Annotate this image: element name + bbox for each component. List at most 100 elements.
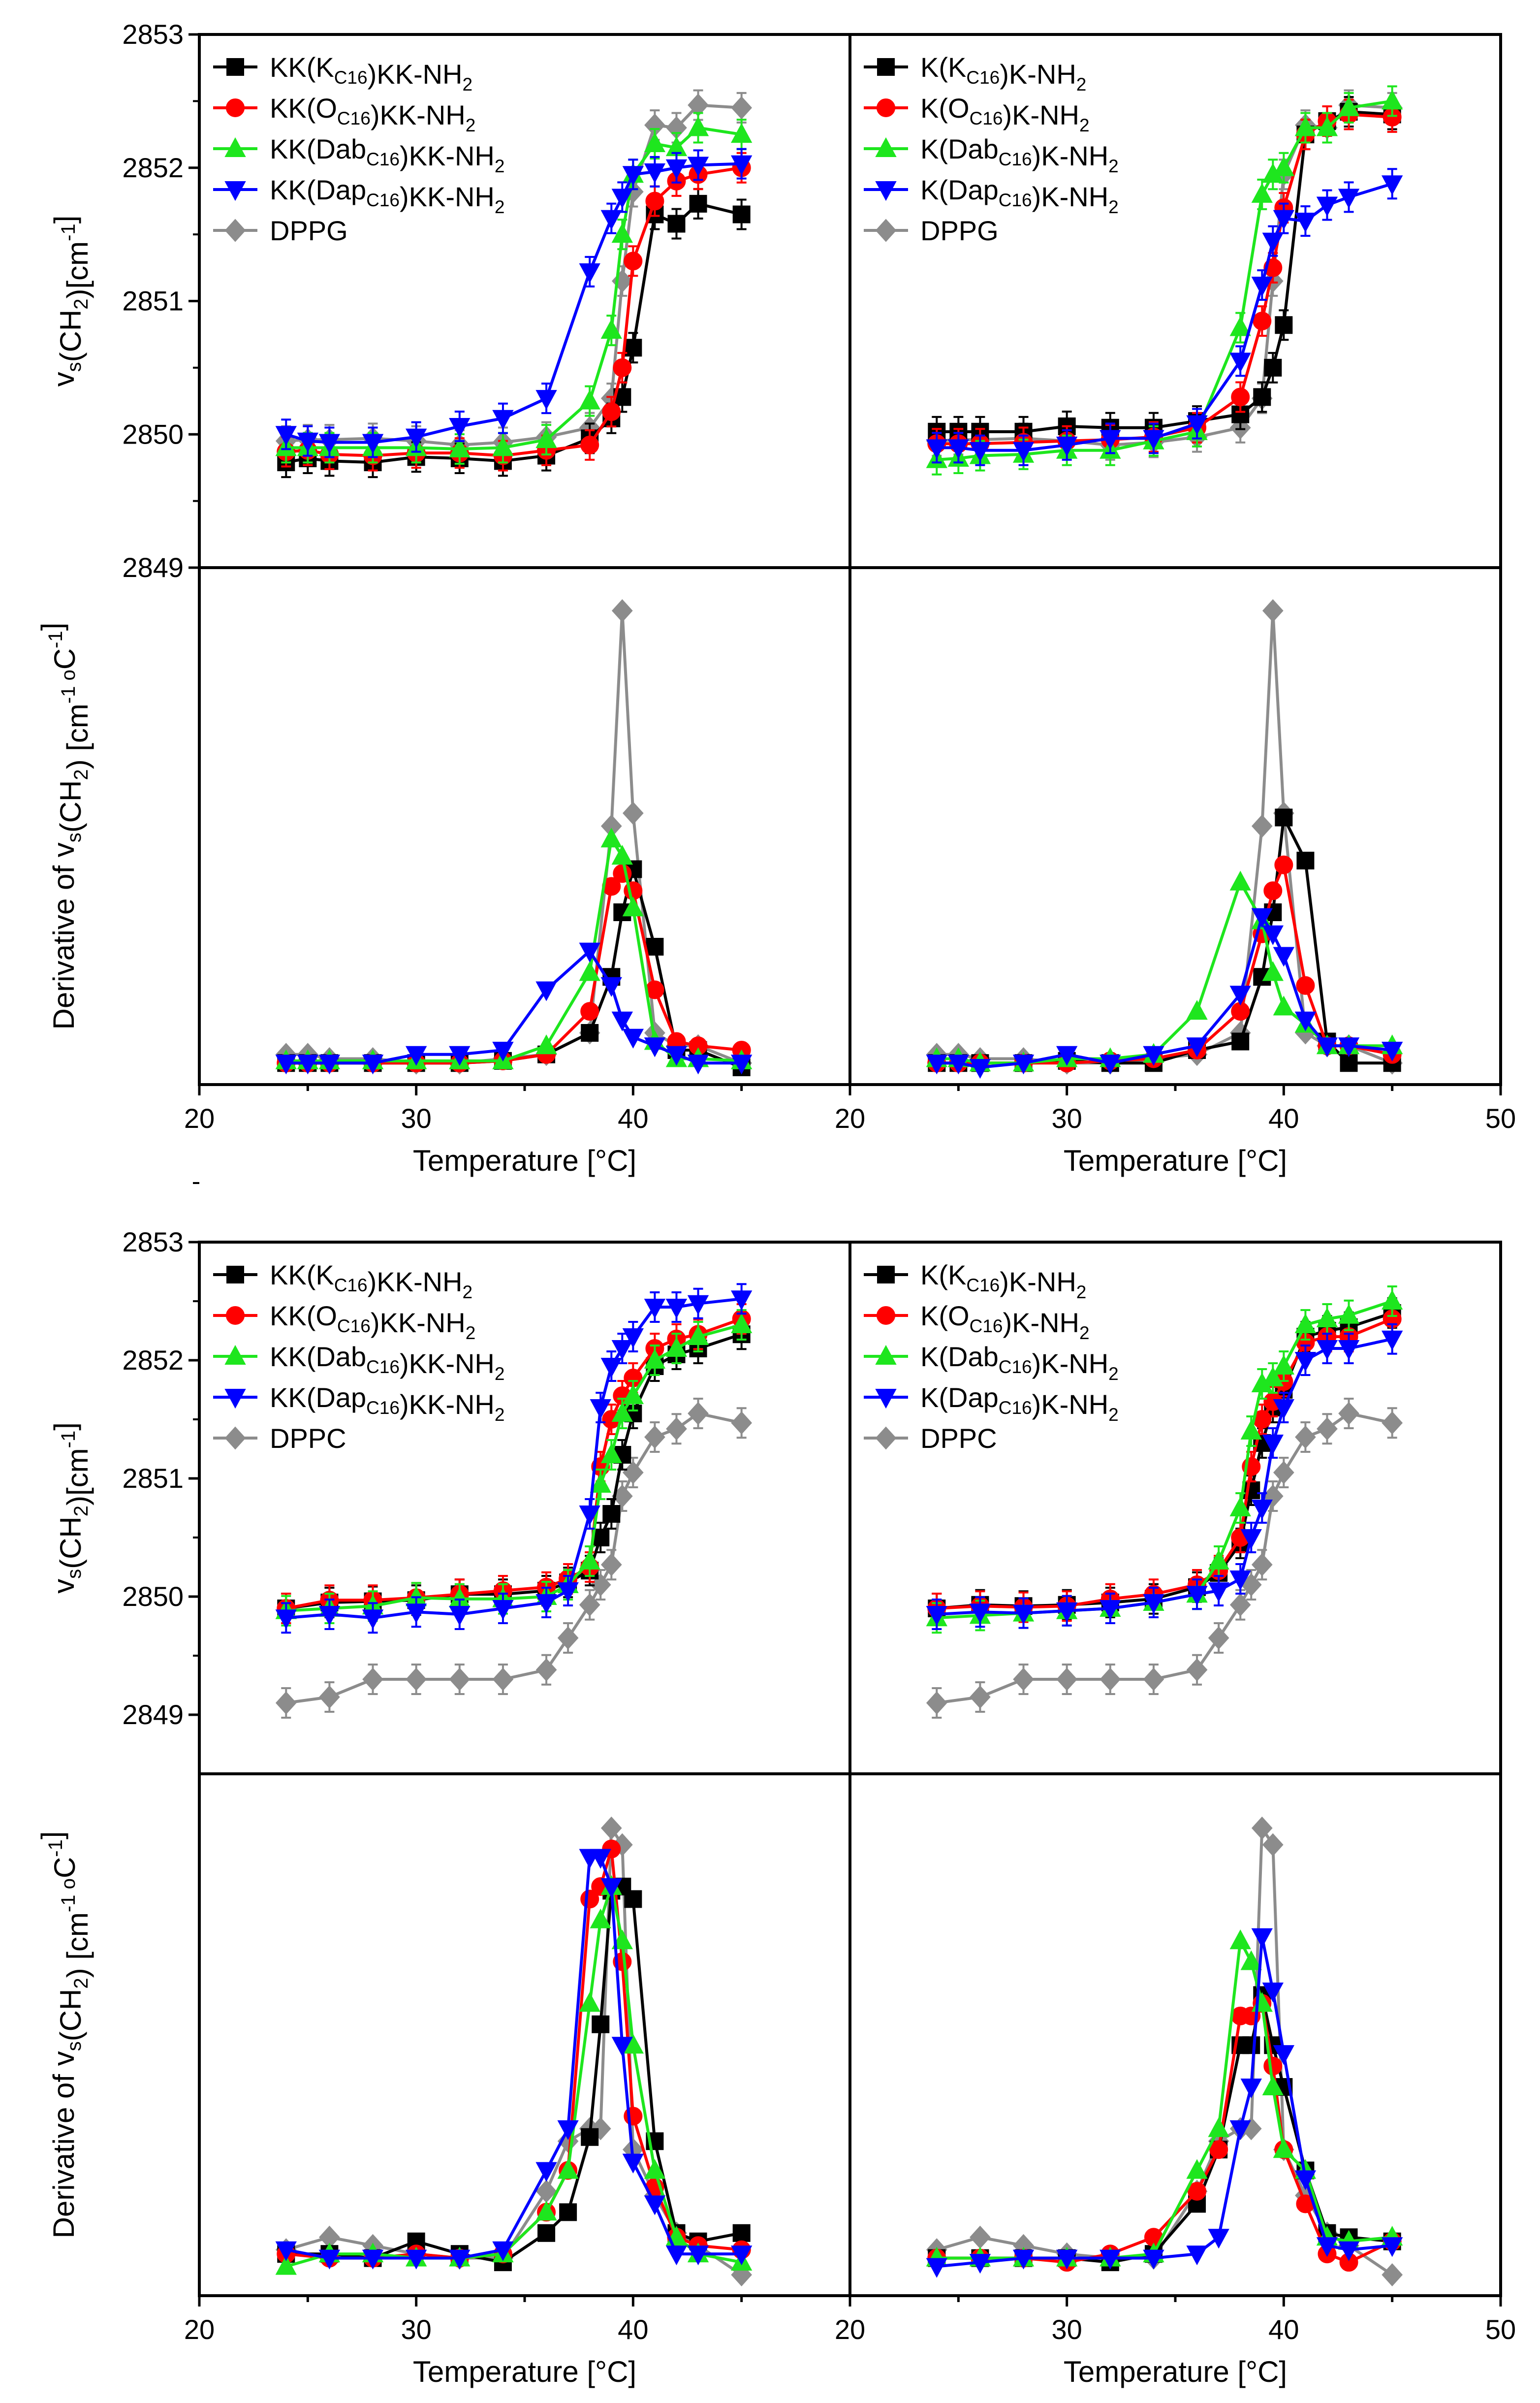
data-point (624, 1890, 642, 1908)
series-C16K (277, 1877, 751, 2272)
data-point (600, 1553, 622, 1576)
data-point (1262, 925, 1284, 945)
data-point (969, 442, 991, 462)
data-point (622, 801, 644, 825)
x-tick-label: 40 (618, 2314, 648, 2345)
y-axis-label-top: vs(CH2)[cm-1] (47, 216, 94, 387)
x-tick-label: 20 (835, 2314, 865, 2345)
data-point (405, 428, 427, 449)
legend-label: K(DapC16)K-NH2 (920, 1382, 1119, 1425)
data-point (926, 1055, 947, 1075)
data-point (1295, 1425, 1316, 1449)
data-point (611, 1929, 633, 1950)
data-point (1273, 2045, 1295, 2065)
data-point (613, 358, 632, 377)
data-point (730, 123, 753, 143)
data-point (1208, 1626, 1229, 1650)
data-point (611, 189, 633, 209)
data-point (275, 1055, 297, 1075)
data-point (1056, 436, 1078, 457)
series-line (285, 1333, 742, 1610)
y-tick-label: 2850 (122, 1581, 184, 1612)
data-point (1056, 1602, 1078, 1622)
data-point (1208, 2117, 1229, 2137)
legend-label: DPPC (270, 1423, 346, 1454)
data-point (557, 1626, 579, 1650)
series-C16Dap (926, 168, 1403, 466)
series-line (937, 863, 1393, 1065)
data-point (667, 215, 686, 233)
data-point (644, 1037, 666, 1057)
data-point (732, 205, 751, 224)
data-point (600, 210, 622, 230)
figure-block-lower: 20 30 40 Temperature [°C] 20 30 40 50 Temperatur… (35, 1182, 1516, 2388)
legend-label: K(DabC16)K-NH2 (920, 1341, 1119, 1384)
x-axis-label: Temperature [°C] (413, 2355, 636, 2388)
data-point (611, 599, 633, 622)
series-C16Dap (926, 1323, 1403, 1630)
data-point (297, 1055, 319, 1075)
data-point (579, 1992, 600, 2012)
data-point (970, 1685, 991, 1709)
series-line (286, 103, 742, 447)
data-point (622, 1384, 644, 1404)
legend-label: KK(DabC16)KK-NH2 (270, 133, 504, 176)
data-point (1262, 232, 1284, 253)
legend (864, 58, 908, 242)
data-point (318, 434, 341, 454)
data-point (611, 2037, 633, 2057)
data-point (1229, 1570, 1251, 1591)
data-point (1253, 312, 1272, 331)
series-line (937, 816, 1392, 1065)
legend-marker (875, 137, 897, 157)
data-point (644, 1299, 666, 1319)
data-point (362, 1609, 384, 1630)
data-point (579, 389, 600, 410)
data-point (688, 1402, 709, 1425)
x-tick-label: 30 (1052, 1103, 1082, 1134)
data-point (535, 1594, 557, 1614)
data-point (600, 977, 622, 997)
data-point (1209, 2140, 1228, 2159)
data-point (624, 339, 642, 357)
legend-label: KK(DapC16)KK-NH2 (270, 174, 504, 217)
data-point (600, 1816, 622, 1840)
legend-marker (224, 219, 246, 242)
data-point (1229, 2120, 1251, 2140)
legend-marker (224, 1389, 246, 1409)
data-point (600, 1358, 622, 1378)
data-point (1229, 986, 1251, 1006)
legend-label: KK(KC16)KK-NH2 (270, 1259, 472, 1302)
data-point (666, 1417, 687, 1441)
data-point (1316, 1037, 1338, 1057)
data-point (611, 1402, 633, 1422)
data-point (1186, 1000, 1208, 1020)
x-tick-label: 40 (1268, 1103, 1299, 1134)
data-point (730, 1055, 753, 1075)
data-point (665, 1337, 688, 1357)
data-point (1381, 2237, 1403, 2257)
series-lipid (275, 1816, 753, 2287)
data-point (622, 1328, 644, 1348)
x-tick-label: 30 (401, 2314, 432, 2345)
data-point (579, 961, 600, 981)
series-line (285, 1847, 742, 2260)
data-point (590, 1849, 611, 1869)
data-point (1338, 1304, 1360, 1324)
series-lipid (275, 599, 753, 1075)
y-tick-label: 2851 (122, 1463, 184, 1494)
data-point (1012, 1604, 1035, 1625)
data-point (687, 2245, 709, 2266)
data-point (622, 2153, 644, 2174)
data-point (579, 1549, 600, 1570)
data-point (730, 1290, 753, 1311)
y-tick-label: 2849 (122, 1699, 184, 1730)
data-point (970, 2225, 991, 2249)
data-point (600, 1878, 622, 1898)
legend-label: K(DapC16)K-NH2 (920, 174, 1119, 217)
series-C16Dap (275, 148, 753, 458)
x-tick-label: 20 (184, 1103, 215, 1134)
data-point (1338, 1037, 1360, 1057)
data-point (730, 2245, 753, 2266)
data-point (1296, 852, 1315, 869)
